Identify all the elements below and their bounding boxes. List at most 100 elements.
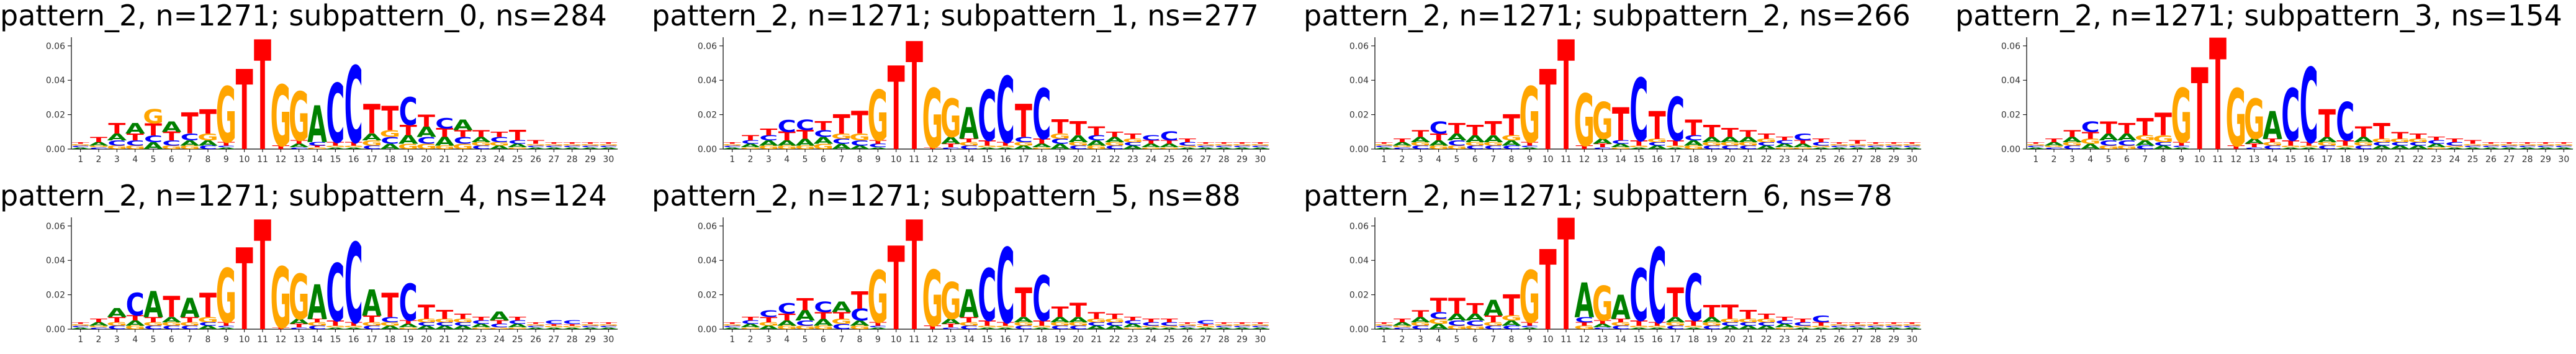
logo-letter-A: A: [417, 325, 436, 330]
logo-letter-G: G: [2480, 143, 2502, 146]
logo-letter-T: T: [2373, 119, 2390, 143]
logo-letter-A: A: [1141, 143, 1161, 148]
logo-letter-C: C: [1520, 145, 1539, 148]
x-tick-label: 24: [493, 335, 505, 345]
logo-letter-T: T: [1161, 318, 1178, 324]
logo-letter-G: G: [1374, 143, 1395, 146]
x-tick-label: 13: [2249, 155, 2260, 165]
x-tick-label: 9: [1527, 335, 1533, 345]
logo-letter-T: T: [869, 321, 886, 327]
x-tick-label: 26: [2485, 155, 2497, 165]
logo-letter-A: A: [2081, 143, 2101, 151]
x-tick-label: 9: [1527, 155, 1533, 165]
logo-letter-A: A: [453, 325, 473, 330]
logo-letter-T: T: [108, 316, 126, 324]
logo-letter-C: C: [435, 115, 454, 132]
logo-letter-A: A: [1502, 319, 1522, 327]
logo-letter-A: A: [813, 317, 833, 329]
logo-letter-C: C: [599, 325, 618, 328]
x-tick-label: 28: [2522, 155, 2533, 165]
logo-letter-T: T: [1557, 9, 1575, 184]
logo-letter-A: A: [1829, 327, 1849, 329]
x-tick-label: 19: [2358, 155, 2369, 165]
logo-letter-T: T: [1394, 318, 1411, 324]
logo-letter-G: G: [507, 147, 528, 149]
x-tick-label: 15: [981, 155, 993, 165]
logo-letter-G: G: [1050, 321, 1071, 327]
logo-letter-A: A: [161, 119, 181, 135]
x-tick-label: 12: [275, 335, 286, 345]
logo-letter-G: G: [1410, 321, 1431, 327]
logo-letter-T: T: [381, 287, 399, 325]
logo-letter-G: G: [1574, 325, 1595, 330]
logo-letter-T: T: [2318, 102, 2336, 147]
logo-letter-T: T: [760, 127, 777, 138]
x-tick-label: 1: [78, 155, 83, 165]
logo-letter-A: A: [2444, 147, 2464, 149]
logo-letter-A: A: [489, 145, 509, 150]
logo-letter-T: T: [1630, 139, 1648, 147]
logo-letter-C: C: [508, 320, 527, 325]
x-tick-label: 29: [1236, 155, 1248, 165]
logo-letter-C: C: [1160, 321, 1179, 327]
x-tick-label: 13: [294, 155, 305, 165]
x-tick-label: 23: [1127, 155, 1138, 165]
logo-letter-T: T: [217, 321, 235, 327]
x-tick-label: 10: [2194, 155, 2205, 165]
logo-letter-G: G: [2117, 145, 2138, 150]
logo-letter-G: G: [416, 143, 437, 151]
logo-letter-G: G: [435, 318, 456, 324]
x-tick-label: 20: [1724, 155, 1736, 165]
logo-letter-G: G: [849, 132, 870, 143]
logo-letter-C: C: [1520, 325, 1539, 328]
logo-panel-2: pattern_2, n=1271; subpattern_2, ns=266 …: [1304, 0, 1924, 184]
x-tick-label: 1: [78, 335, 83, 345]
logo-letter-C: C: [581, 325, 600, 328]
logo-letter-A: A: [362, 283, 382, 324]
logo-letter-A: A: [1123, 323, 1143, 329]
logo-letter-A: A: [417, 124, 436, 140]
logo-letter-C: C: [1069, 145, 1088, 150]
logo-letter-C: C: [1867, 325, 1885, 328]
logo-letter-C: C: [1703, 145, 1721, 150]
logo-letter-C: C: [1684, 134, 1703, 142]
logo-letter-G: G: [813, 143, 834, 151]
x-tick-label: 7: [187, 335, 192, 345]
logo-letter-G: G: [70, 143, 91, 146]
x-tick-label: 11: [909, 335, 920, 345]
logo-letter-C: C: [1142, 134, 1160, 142]
logo-letter-G: G: [1501, 134, 1522, 142]
logo-letter-G: G: [2517, 143, 2538, 146]
logo-letter-G: G: [849, 325, 870, 330]
x-tick-label: 25: [1816, 335, 1827, 345]
logo-letter-T: T: [600, 322, 617, 324]
logo-letter-G: G: [289, 79, 310, 157]
logo-letter-A: A: [1086, 325, 1106, 330]
logo-letter-T: T: [2300, 141, 2318, 147]
logo-letter-C: C: [399, 275, 418, 333]
logo-letter-A: A: [380, 143, 400, 151]
logo-letter-T: T: [1667, 139, 1685, 147]
logo-letter-G: G: [1719, 141, 1741, 147]
logo-letter-C: C: [1051, 325, 1070, 330]
logo-letter-G: G: [544, 143, 565, 146]
logo-letter-G: G: [2317, 141, 2338, 147]
logo-letter-A: A: [1665, 316, 1686, 324]
logo-letter-C: C: [778, 117, 796, 136]
x-tick-label: 23: [475, 155, 487, 165]
logo-letter-G: G: [580, 143, 601, 146]
logo-letter-A: A: [143, 140, 163, 152]
logo-letter-A: A: [759, 325, 778, 330]
logo-letter-G: G: [1501, 314, 1522, 322]
panel-title: pattern_2, n=1271; subpattern_2, ns=266: [1304, 0, 1911, 32]
logo-letter-G: G: [2244, 89, 2265, 153]
x-tick-label: 23: [475, 335, 487, 345]
logo-letter-A: A: [2153, 145, 2173, 150]
logo-letter-T: T: [1161, 140, 1178, 145]
logo-letter-C: C: [978, 76, 996, 157]
panel-title: pattern_2, n=1271; subpattern_0, ns=284: [0, 0, 607, 32]
logo-letter-A: A: [325, 147, 345, 149]
logo-letter-C: C: [1484, 145, 1503, 150]
logo-letter-C: C: [814, 299, 832, 315]
logo-letter-G: G: [922, 255, 943, 344]
